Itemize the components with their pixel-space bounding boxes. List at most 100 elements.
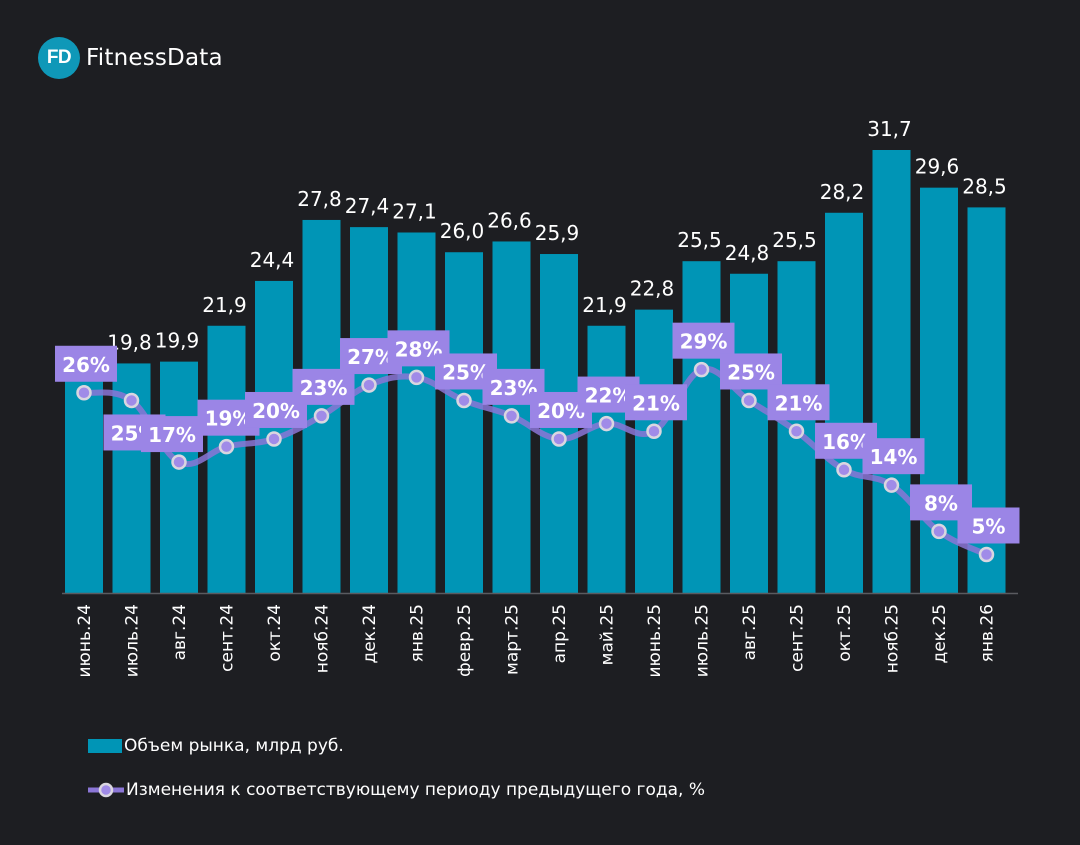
bar bbox=[587, 325, 626, 593]
bar-value-label: 28,2 bbox=[820, 180, 865, 204]
x-tick-label: июль.24 bbox=[123, 604, 143, 677]
legend: Объем рынка, млрд руб. Изменения к соотв… bbox=[88, 733, 705, 821]
line-value-labels: 26%25%17%19% 20%23%27% 28%25%23%20%22% 21%2… bbox=[55, 322, 1020, 544]
line-markers bbox=[76, 361, 995, 563]
pct-label-text: 22% bbox=[585, 384, 633, 408]
x-tick-label: окт.24 bbox=[265, 604, 285, 662]
pct-label-text: 16% bbox=[822, 430, 870, 454]
pct-label-text: 5% bbox=[972, 514, 1006, 538]
bar bbox=[682, 261, 721, 593]
bar-value-label: 29,6 bbox=[915, 155, 960, 179]
bar-value-label: 21,9 bbox=[582, 293, 627, 317]
x-tick-label: июнь.24 bbox=[75, 604, 95, 678]
legend-bar-label: Объем рынка, млрд руб. bbox=[124, 736, 344, 756]
pct-label-text: 17% bbox=[148, 423, 196, 447]
line-marker bbox=[171, 454, 187, 470]
line-marker bbox=[503, 408, 520, 424]
bar-series bbox=[65, 150, 1006, 594]
pct-label-box bbox=[720, 353, 782, 390]
x-tick-label: янв.26 bbox=[978, 604, 998, 662]
pct-label: 5% bbox=[957, 507, 1020, 544]
x-tick-label: окт.25 bbox=[835, 604, 855, 662]
pct-label-text: 27% bbox=[347, 345, 395, 369]
bar-value-label: 21,9 bbox=[202, 293, 247, 317]
line-marker bbox=[836, 462, 852, 478]
bar-value-label: 19,9 bbox=[155, 329, 200, 353]
bar-value-label: 31,7 bbox=[867, 117, 912, 141]
bar-value-label: 27,8 bbox=[297, 187, 342, 211]
bar-value-label: 26,0 bbox=[440, 219, 485, 243]
pct-label-box bbox=[862, 438, 925, 475]
line-marker bbox=[361, 377, 377, 393]
pct-label: 29% bbox=[672, 322, 735, 359]
line-marker bbox=[883, 477, 900, 493]
pct-label-text: 8% bbox=[924, 491, 958, 515]
bar bbox=[160, 361, 198, 593]
brand-name: FitnessData bbox=[86, 45, 223, 71]
line-marker bbox=[123, 392, 140, 409]
bar bbox=[207, 325, 246, 593]
pct-label: 23% bbox=[292, 368, 355, 405]
pct-label-box bbox=[672, 322, 735, 359]
x-tick-label: авг.24 bbox=[170, 604, 190, 660]
line-marker bbox=[266, 431, 282, 447]
pct-label-box bbox=[957, 507, 1020, 544]
x-tick-label: февр.25 bbox=[455, 604, 475, 677]
legend-bar-swatch-icon bbox=[88, 739, 122, 753]
x-tick-label: дек.25 bbox=[930, 604, 950, 664]
bar bbox=[397, 232, 436, 594]
pct-label-text: 25% bbox=[727, 360, 775, 384]
x-tick-label: нояб.24 bbox=[313, 604, 333, 673]
x-tick-label: янв.25 bbox=[408, 604, 428, 662]
legend-item-bar: Объем рынка, млрд руб. bbox=[88, 733, 705, 759]
bar-value-label: 25,5 bbox=[677, 228, 722, 252]
pct-label: 21% bbox=[625, 384, 687, 421]
pct-label-text: 14% bbox=[870, 445, 918, 469]
pct-label-text: 20% bbox=[537, 399, 585, 423]
pct-label-text: 20% bbox=[252, 399, 300, 423]
pct-label: 17% bbox=[141, 416, 203, 453]
bar-value-label: 22,8 bbox=[630, 277, 675, 301]
pct-label-text: 28% bbox=[395, 337, 443, 361]
bar-value-label: 25,5 bbox=[772, 228, 817, 252]
x-tick-label: июль.25 bbox=[693, 604, 713, 677]
pct-label-text: 19% bbox=[205, 407, 253, 431]
pct-label: 21% bbox=[767, 384, 830, 421]
line-marker bbox=[218, 438, 235, 455]
pct-label-text: 21% bbox=[632, 391, 680, 415]
bar bbox=[65, 363, 103, 593]
pct-label-text: 29% bbox=[680, 330, 728, 354]
pct-label-box bbox=[141, 416, 203, 453]
line-marker bbox=[788, 423, 805, 440]
x-tick-label: март.25 bbox=[503, 604, 523, 675]
x-axis-tick-labels: июнь.24 июль.24 авг.24 сент.24 окт.24 нояб.24… bbox=[75, 604, 998, 678]
bar bbox=[635, 309, 673, 593]
x-tick-label: нояб.25 bbox=[883, 604, 903, 673]
line-marker bbox=[693, 361, 710, 378]
legend-item-line: Изменения к соответствующему периоду пре… bbox=[88, 777, 705, 803]
bar-value-label: 26,6 bbox=[487, 208, 532, 232]
line-marker bbox=[313, 408, 330, 424]
pct-label-box bbox=[55, 345, 117, 382]
pct-label-text: 21% bbox=[775, 391, 823, 415]
line-marker bbox=[456, 392, 472, 409]
legend-line-label: Изменения к соответствующему периоду пре… bbox=[126, 780, 705, 800]
line-marker bbox=[978, 546, 995, 563]
bar bbox=[730, 273, 768, 593]
bar-value-label: 28,5 bbox=[962, 174, 1007, 198]
bar-value-label: 24,4 bbox=[250, 248, 295, 272]
bar-value-labels: 19,8 19,921,924,427,8 27,4 27,126,0 26,625,9… bbox=[107, 117, 1007, 354]
bar bbox=[445, 252, 483, 593]
x-tick-label: апр.25 bbox=[550, 604, 570, 663]
pct-label: 26% bbox=[55, 345, 117, 382]
brand-logo: FD FitnessData bbox=[38, 37, 223, 79]
bar-value-label: 27,4 bbox=[345, 194, 390, 218]
bar bbox=[872, 150, 911, 593]
x-tick-label: дек.24 bbox=[360, 604, 380, 664]
line-marker bbox=[931, 523, 947, 540]
line-marker bbox=[598, 415, 615, 432]
pct-label: 25% bbox=[720, 353, 782, 390]
bar bbox=[350, 227, 388, 593]
line-marker bbox=[551, 431, 567, 447]
